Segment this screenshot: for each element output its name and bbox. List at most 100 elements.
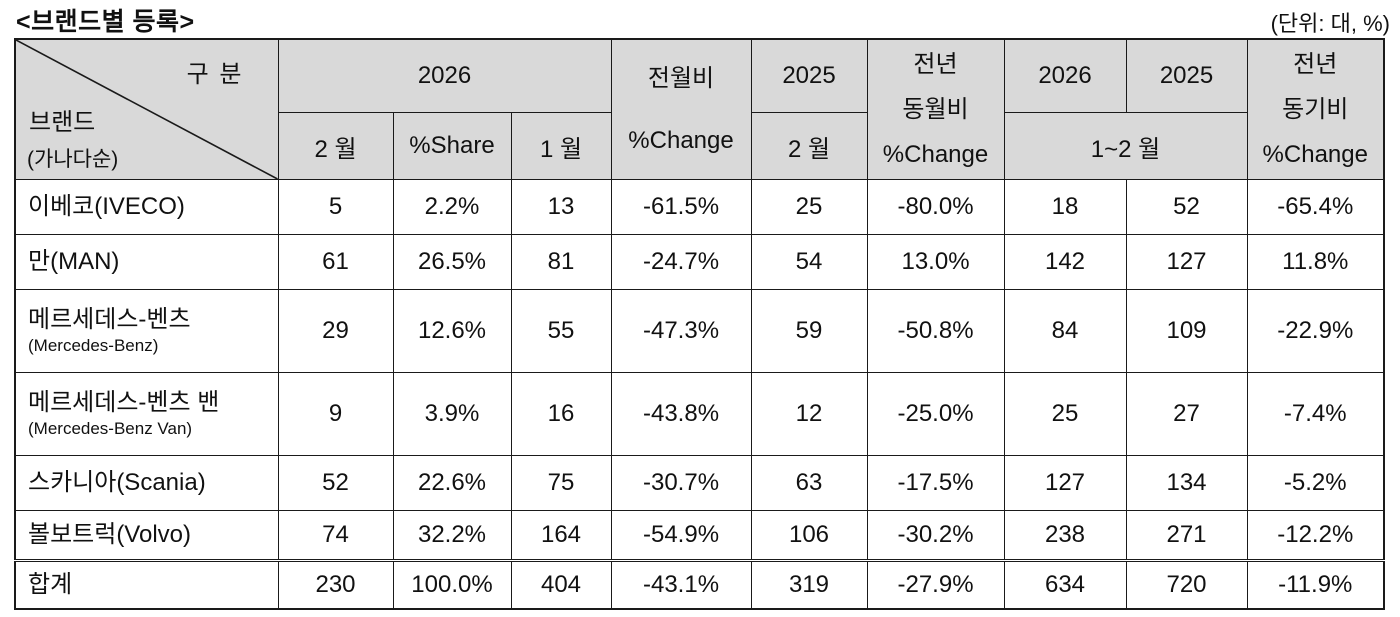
cell-ytd-2025: 52 [1125, 179, 1248, 235]
table-row-mercedes-benz: 메르세데스-벤츠 (Mercedes-Benz) 29 12.6% 55 -47… [14, 289, 1385, 373]
cell-mom-change: -54.9% [610, 510, 752, 561]
cell-2026-share: 22.6% [392, 455, 512, 511]
cell-yoy-change: -17.5% [866, 455, 1005, 511]
brand-name: 스카니아(Scania) [28, 469, 206, 497]
cell-cum-change: -22.9% [1246, 289, 1385, 373]
header-cum-line3: %Change [1262, 141, 1368, 168]
table-row-iveco: 이베코(IVECO) 5 2.2% 13 -61.5% 25 -80.0% 18… [14, 179, 1385, 235]
cell-ytd-2026: 634 [1003, 559, 1127, 610]
brand-name: 메르세데스-벤츠 밴 [28, 388, 220, 416]
cell-2026-feb: 74 [277, 510, 394, 561]
brand-cell: 만(MAN) [14, 234, 279, 290]
brand-cell: 메르세데스-벤츠 (Mercedes-Benz) [14, 289, 279, 373]
cell-ytd-2025: 27 [1125, 372, 1248, 456]
header-yoy-line1: 전년 [913, 51, 958, 78]
cell-2025-feb: 106 [750, 510, 868, 561]
cell-mom-change: -61.5% [610, 179, 752, 235]
cell-2026-feb: 52 [277, 455, 394, 511]
cell-2026-jan: 404 [510, 559, 612, 610]
corner-label-order: (가나다순) [27, 148, 119, 171]
cell-ytd-2026: 238 [1003, 510, 1127, 561]
cell-2026-jan: 164 [510, 510, 612, 561]
cell-cum-change: -7.4% [1246, 372, 1385, 456]
cell-mom-change: -30.7% [610, 455, 752, 511]
cell-ytd-2026: 142 [1003, 234, 1127, 290]
brand-cell: 스카니아(Scania) [14, 455, 279, 511]
header-mom-change: 전월비 %Change [610, 38, 752, 180]
header-row-1: 구 분 브랜드 (가나다순) 2026 전월비 %Change 2025 전년 … [14, 38, 1385, 180]
unit-note: (단위: 대, %) [1270, 11, 1390, 36]
cell-2026-feb: 5 [277, 179, 394, 235]
cell-cum-change: -11.9% [1246, 559, 1385, 610]
cell-ytd-2025: 271 [1125, 510, 1248, 561]
header-row-2: 2 월 %Share 1 월 2 월 1~2 월 [15, 112, 1384, 180]
cell-ytd-2025: 134 [1125, 455, 1248, 511]
header-2026-group: 2026 [277, 38, 612, 113]
cell-ytd-2026: 25 [1003, 372, 1127, 456]
brand-cell: 볼보트럭(Volvo) [14, 510, 279, 561]
brand-name: 만(MAN) [28, 248, 120, 276]
cell-ytd-2025: 109 [1125, 289, 1248, 373]
header-ytd-2025: 2025 [1125, 38, 1248, 113]
header-yoy-line2: 동월비 [902, 96, 969, 123]
cell-yoy-change: -27.9% [866, 559, 1005, 610]
diagonal-divider [16, 40, 277, 179]
brand-subname: (Mercedes-Benz Van) [28, 419, 193, 439]
header-yoy-line3: %Change [882, 141, 989, 168]
cell-2026-feb: 9 [277, 372, 394, 456]
cell-ytd-2026: 18 [1003, 179, 1127, 235]
cell-2026-share: 100.0% [392, 559, 512, 610]
cell-2025-feb: 319 [750, 559, 868, 610]
cell-ytd-2025: 720 [1125, 559, 1248, 610]
brand-cell: 메르세데스-벤츠 밴 (Mercedes-Benz Van) [14, 372, 279, 456]
cell-yoy-change: 13.0% [866, 234, 1005, 290]
cell-yoy-change: -80.0% [866, 179, 1005, 235]
header-2025-feb: 2 월 [750, 112, 868, 180]
corner-label-gubun: 구 분 [186, 61, 244, 88]
table-row-mercedes-benz-van: 메르세데스-벤츠 밴 (Mercedes-Benz Van) 9 3.9% 16… [14, 372, 1385, 456]
brand-name: 메르세데스-벤츠 [28, 305, 191, 333]
table-row-volvo: 볼보트럭(Volvo) 74 32.2% 164 -54.9% 106 -30.… [14, 510, 1385, 561]
total-label-cell: 합계 [14, 559, 279, 610]
header-mom-line1: 전월비 [647, 64, 715, 92]
cell-2026-share: 12.6% [392, 289, 512, 373]
cell-yoy-change: -50.8% [866, 289, 1005, 373]
header-cum-line2: 동기비 [1282, 96, 1349, 123]
header-yoy-change: 전년 동월비 %Change [866, 38, 1005, 180]
cell-2026-feb: 230 [277, 559, 394, 610]
brand-cell: 이베코(IVECO) [14, 179, 279, 235]
cell-2025-feb: 12 [750, 372, 868, 456]
cell-2026-jan: 13 [510, 179, 612, 235]
cell-2026-jan: 81 [510, 234, 612, 290]
cell-2026-jan: 75 [510, 455, 612, 511]
header-2025-group: 2025 [750, 38, 868, 113]
cell-ytd-2026: 84 [1003, 289, 1127, 373]
cell-cum-change: 11.8% [1246, 234, 1385, 290]
cell-mom-change: -24.7% [610, 234, 752, 290]
cell-2026-feb: 61 [277, 234, 394, 290]
table-row-man: 만(MAN) 61 26.5% 81 -24.7% 54 13.0% 142 1… [14, 234, 1385, 290]
header-feb: 2 월 [277, 112, 394, 180]
header-ytd-months: 1~2 월 [1003, 112, 1248, 180]
table-row-scania: 스카니아(Scania) 52 22.6% 75 -30.7% 63 -17.5… [14, 455, 1385, 511]
header-jan: 1 월 [510, 112, 612, 180]
cell-2026-feb: 29 [277, 289, 394, 373]
total-label: 합계 [28, 571, 73, 599]
cell-2025-feb: 59 [750, 289, 868, 373]
cell-2026-share: 3.9% [392, 372, 512, 456]
header-share: %Share [392, 112, 512, 180]
cell-cum-change: -12.2% [1246, 510, 1385, 561]
total-row: 합계 230 100.0% 404 -43.1% 319 -27.9% 634 … [14, 559, 1385, 610]
cell-ytd-2026: 127 [1003, 455, 1127, 511]
brand-subname: (Mercedes-Benz) [28, 336, 159, 356]
cell-mom-change: -43.8% [610, 372, 752, 456]
cell-2026-jan: 16 [510, 372, 612, 456]
cell-2025-feb: 54 [750, 234, 868, 290]
header-mom-line2: %Change [628, 126, 734, 154]
cell-2026-share: 32.2% [392, 510, 512, 561]
header-cum-change: 전년 동기비 %Change [1246, 38, 1385, 180]
cell-yoy-change: -30.2% [866, 510, 1005, 561]
cell-2025-feb: 63 [750, 455, 868, 511]
cell-2026-jan: 55 [510, 289, 612, 373]
